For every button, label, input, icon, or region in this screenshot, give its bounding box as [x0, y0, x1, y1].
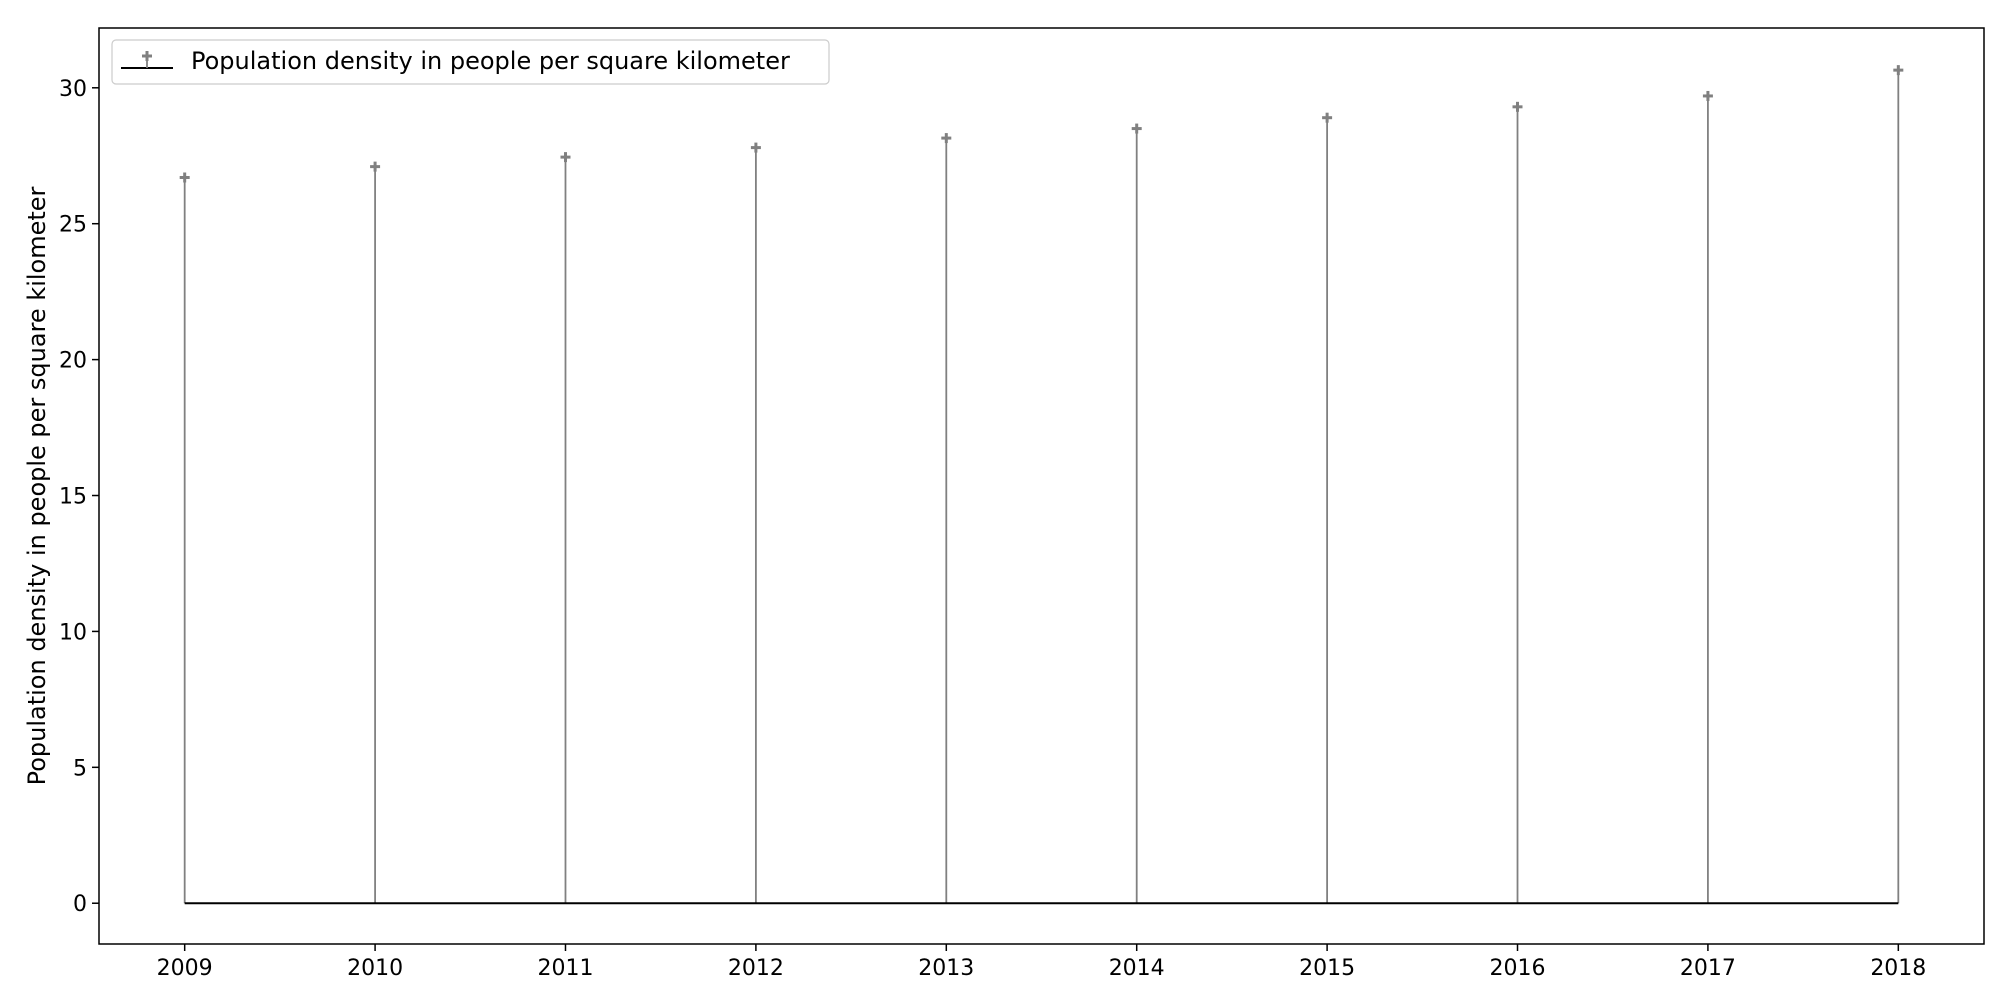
- x-tick-label: 2018: [1870, 956, 1926, 981]
- stems-layer: [183, 70, 1900, 904]
- x-tick-label: 2010: [347, 956, 403, 981]
- stem-marker: [179, 172, 190, 183]
- stem-marker: [1512, 101, 1523, 112]
- y-tick-label: 30: [59, 77, 87, 102]
- x-tick-label: 2016: [1490, 956, 1546, 981]
- y-tick-label: 10: [59, 620, 87, 645]
- markers-layer: [179, 65, 1904, 183]
- stem-marker: [560, 152, 571, 163]
- stem-marker: [941, 133, 952, 144]
- x-tick-label: 2013: [918, 956, 974, 981]
- axes-layer: 2009 2010 2011 2012 2013 2014 2015 2016 2017 2018…: [59, 27, 1985, 981]
- legend-handle: [121, 51, 173, 69]
- x-tick-label: 2011: [537, 956, 593, 981]
- stem-marker: [750, 142, 761, 153]
- plot-frame: [98, 27, 1985, 945]
- x-tick-label: 2012: [728, 956, 784, 981]
- stem-marker: [1131, 123, 1142, 134]
- stem-marker: [370, 161, 381, 172]
- y-tick-label: 5: [73, 756, 87, 781]
- legend-box: [111, 39, 830, 85]
- legend: Population density in people per square …: [111, 39, 830, 85]
- y-axis-label: Population density in people per square …: [23, 186, 51, 785]
- stem-marker: [1322, 112, 1333, 123]
- y-tick-label: 25: [59, 213, 87, 238]
- y-tick-label: 0: [73, 892, 87, 917]
- stem-marker: [1702, 90, 1713, 101]
- x-tick-label: 2014: [1109, 956, 1165, 981]
- x-tick-label: 2017: [1680, 956, 1736, 981]
- y-tick-label: 20: [59, 349, 87, 374]
- legend-label: Population density in people per square …: [191, 47, 790, 75]
- x-tick-label: 2009: [157, 956, 213, 981]
- x-tick-label: 2015: [1299, 956, 1355, 981]
- y-tick-label: 15: [59, 485, 87, 510]
- stem-marker: [1893, 65, 1904, 76]
